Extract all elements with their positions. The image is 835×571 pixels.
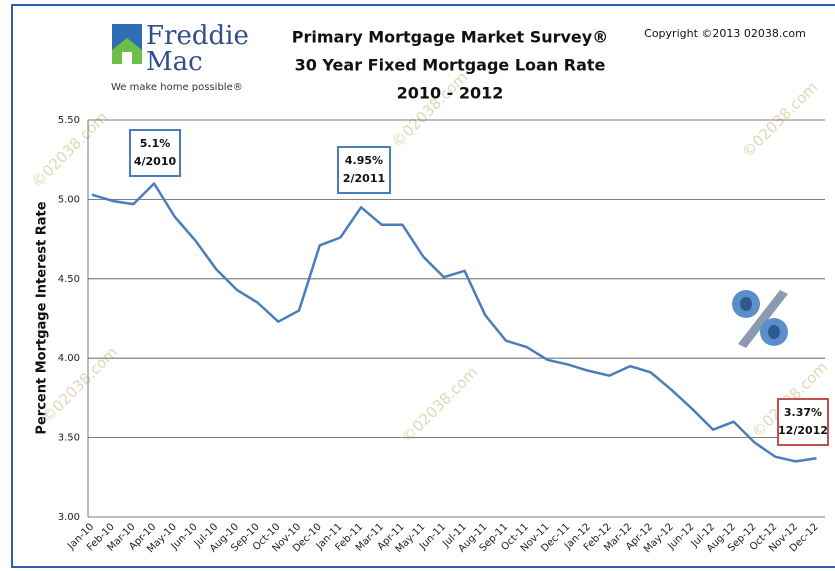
annotation-box bbox=[777, 398, 829, 446]
copyright: Copyright ©2013 02038.com bbox=[644, 27, 806, 40]
chart-title: 30 Year Fixed Mortgage Loan Rate bbox=[295, 56, 606, 75]
chart-title: Primary Mortgage Market Survey® bbox=[292, 28, 608, 47]
logo-tagline: We make home possible® bbox=[111, 82, 243, 93]
annotation-text: 4/2010 bbox=[134, 155, 177, 168]
y-tick-label: 3.00 bbox=[58, 512, 80, 523]
watermark: ©02038.com bbox=[388, 68, 471, 151]
annotation-text: 12/2012 bbox=[778, 424, 828, 437]
y-tick-label: 4.00 bbox=[58, 353, 80, 364]
y-tick-label: 3.50 bbox=[58, 433, 80, 444]
frame bbox=[11, 4, 835, 568]
y-tick-label: 5.00 bbox=[58, 194, 80, 205]
annotation-text: 4.95% bbox=[345, 154, 383, 167]
annotation-text: 2/2011 bbox=[343, 172, 385, 185]
annotation-box bbox=[129, 129, 181, 177]
data-line bbox=[91, 182, 817, 463]
watermark: ©02038.com bbox=[398, 363, 481, 446]
y-tick-label: 4.50 bbox=[58, 274, 80, 285]
annotation-box bbox=[337, 146, 391, 194]
logo bbox=[112, 24, 142, 64]
annotation-text: 5.1% bbox=[140, 137, 171, 150]
chart-title: 2010 - 2012 bbox=[397, 84, 504, 103]
annotation-text: 3.37% bbox=[784, 406, 822, 419]
y-axis-label: Percent Mortgage Interest Rate bbox=[35, 201, 50, 434]
y-tick-label: 5.50 bbox=[58, 115, 80, 126]
percent-icon bbox=[732, 290, 788, 348]
logo-name: Mac bbox=[146, 47, 203, 77]
logo-name: Freddie bbox=[146, 21, 249, 51]
